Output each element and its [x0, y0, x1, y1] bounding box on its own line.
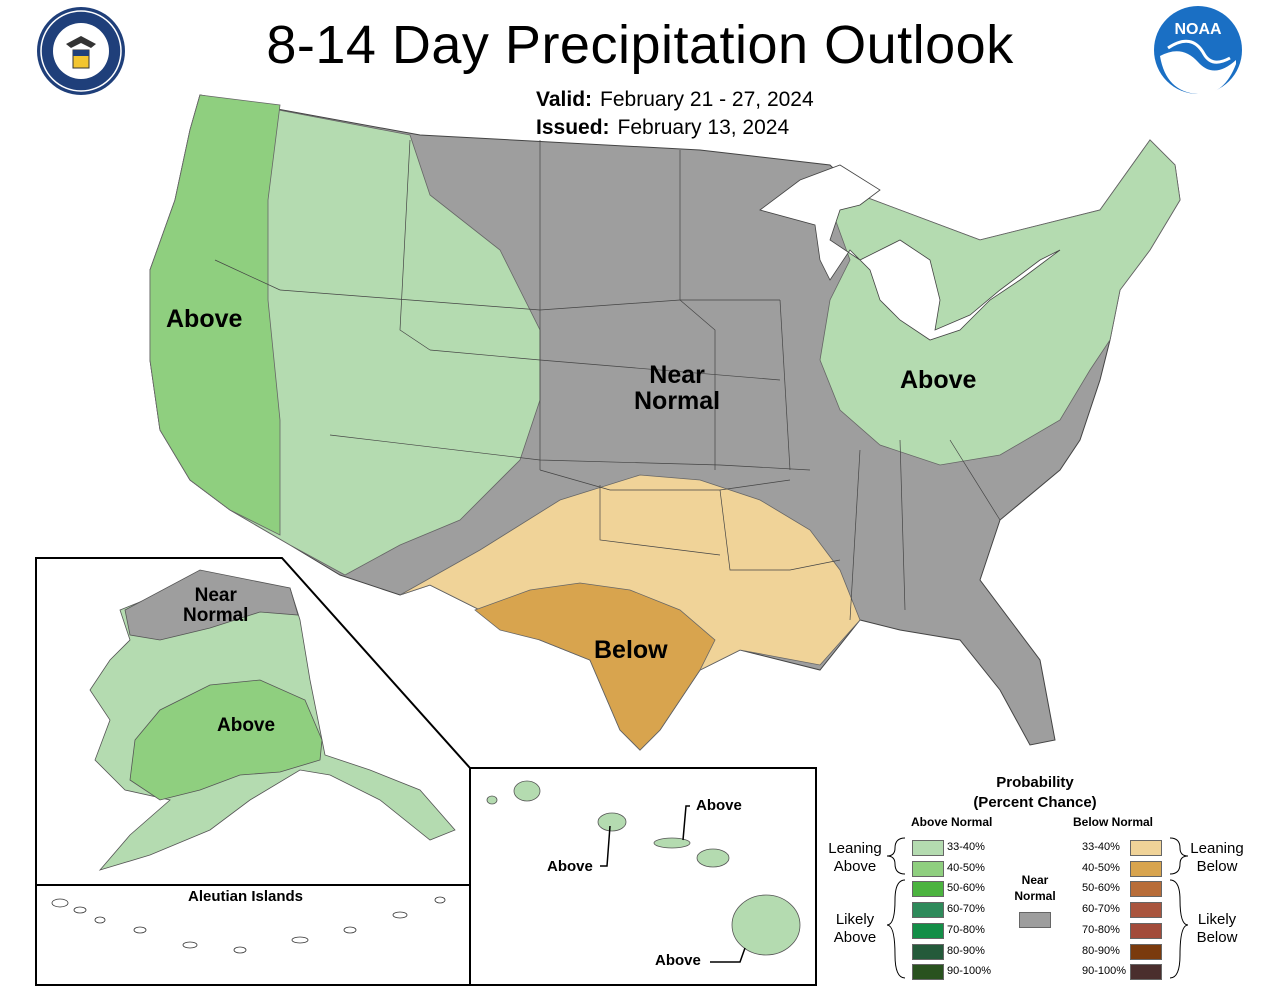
legend-above-swatch	[912, 964, 944, 981]
legend-below-label: 50-60%	[1082, 882, 1120, 895]
hawaii-leader-lines	[600, 805, 746, 963]
legend-above-label: 40-50%	[947, 861, 985, 874]
south-below-label: Below	[594, 636, 668, 664]
hawaii-above-label-3: Above	[655, 952, 701, 969]
legend-above-swatch	[912, 860, 944, 877]
legend-below-label: 60-70%	[1082, 903, 1120, 916]
legend-below-swatch	[1130, 902, 1162, 919]
noaa-logo-icon: NOAA	[1154, 6, 1242, 95]
alaska-near-normal-label: Near Normal	[183, 585, 249, 626]
central-near-normal-label: Near Normal	[634, 361, 721, 416]
east-above-label: Above	[900, 366, 977, 394]
east-above-region	[819, 139, 1181, 466]
legend-near-normal-swatch	[1019, 912, 1051, 928]
legend-above-label: 70-80%	[947, 923, 985, 936]
alaska-near-normal-region	[124, 569, 299, 641]
likely-below-label: Likely Below	[1196, 911, 1238, 946]
alaska-above-label: Above	[217, 715, 276, 736]
leaning-above-label: Leaning Above	[828, 840, 882, 875]
hawaii-islands	[486, 780, 801, 956]
legend-above-label: 90-100%	[947, 965, 992, 978]
issued-date: Issued: February 13, 2024	[536, 116, 790, 139]
aleutian-islands	[51, 896, 446, 954]
legend-below-swatch	[1130, 964, 1162, 981]
legend-above-swatch	[912, 840, 944, 856]
west-above-dark-region	[149, 94, 281, 536]
legend-below-swatch	[1130, 922, 1162, 939]
legend-above-swatch	[912, 943, 944, 960]
legend-below-label: 70-80%	[1082, 923, 1120, 936]
legend-above-swatch	[912, 922, 944, 939]
likely-above-label: Likely Above	[833, 911, 877, 946]
hawaii-above-label-2: Above	[696, 797, 742, 814]
page-title: 8-14 Day Precipitation Outlook	[266, 15, 1014, 75]
aleutian-islands-label: Aleutian Islands	[188, 888, 304, 905]
legend-below-head: Below Normal	[1073, 815, 1154, 829]
legend-near-normal-head: Near Normal	[1014, 873, 1056, 903]
legend-title: Probability (Percent Chance)	[973, 774, 1097, 811]
legend-above-label: 50-60%	[947, 882, 985, 895]
valid-dates: Valid: February 21 - 27, 2024	[536, 88, 814, 111]
leaning-below-label: Leaning Below	[1190, 840, 1244, 875]
legend-below-label: 40-50%	[1082, 861, 1120, 874]
legend-below-label: 90-100%	[1082, 965, 1127, 978]
legend-below-label: 33-40%	[1082, 841, 1120, 853]
legend-below-swatch	[1130, 943, 1162, 960]
legend-below-swatch	[1130, 881, 1162, 898]
legend-above-swatch	[912, 881, 944, 898]
legend-above-label: 60-70%	[947, 903, 985, 916]
alaska-above-dark-region	[129, 679, 323, 801]
state-borders	[214, 139, 1001, 621]
svg-text:NOAA: NOAA	[1174, 21, 1222, 38]
legend-below-swatch	[1130, 860, 1162, 877]
great-lakes	[759, 164, 1061, 341]
legend-above-head: Above Normal	[911, 815, 993, 829]
legend-below-swatch	[1130, 840, 1162, 856]
legend-above-label: 33-40%	[947, 841, 985, 853]
legend-above-swatch	[912, 902, 944, 919]
hawaii-above-label-1: Above	[547, 858, 593, 875]
south-below-dark-region	[474, 582, 716, 751]
legend-below-label: 80-90%	[1082, 944, 1120, 957]
commerce-seal-icon	[37, 7, 125, 95]
west-above-label: Above	[166, 305, 243, 333]
legend-above-label: 80-90%	[947, 944, 985, 957]
